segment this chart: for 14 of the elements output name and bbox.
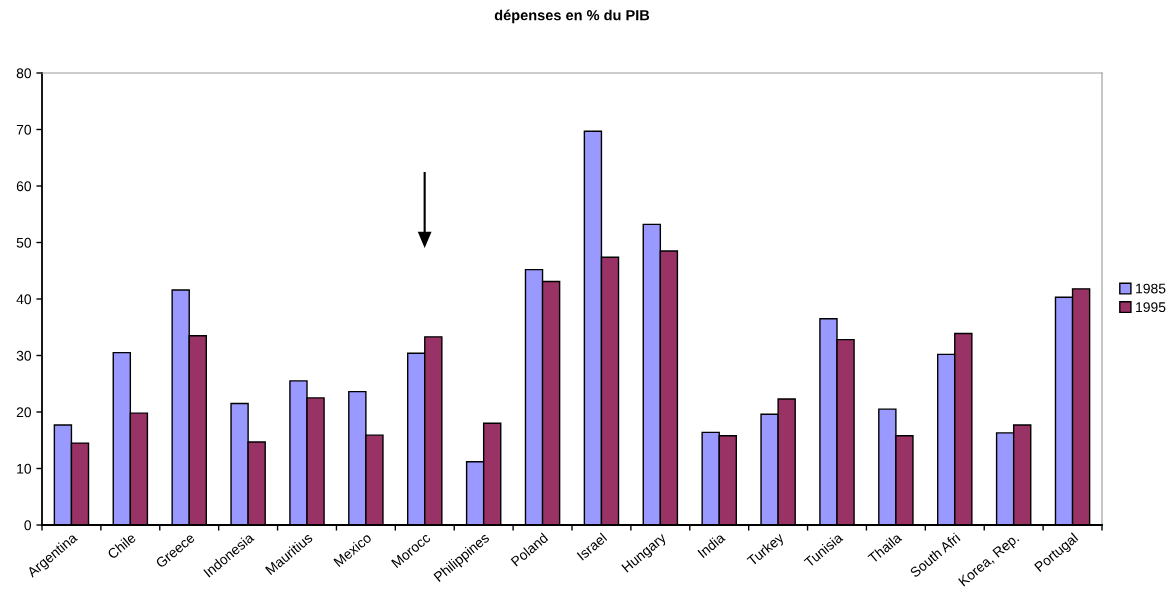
y-tick-label: 50 xyxy=(16,237,32,248)
y-tick-label: 70 xyxy=(16,124,32,135)
y-tick-label: 20 xyxy=(16,407,32,418)
y-tick-label: 30 xyxy=(16,350,32,361)
chart-title: dépenses en % du PIB xyxy=(494,9,650,24)
x-tick-label: India xyxy=(697,531,726,559)
legend-label: 1995 xyxy=(1136,302,1166,313)
y-tick-label: 60 xyxy=(16,181,32,192)
y-tick-label: 0 xyxy=(24,520,32,531)
y-tick-label: 40 xyxy=(16,294,32,305)
y-tick-label: 80 xyxy=(16,68,32,79)
x-tick-label: Chile xyxy=(106,532,137,560)
y-tick-label: 10 xyxy=(17,463,32,474)
legend-label: 1985 xyxy=(1136,283,1166,294)
